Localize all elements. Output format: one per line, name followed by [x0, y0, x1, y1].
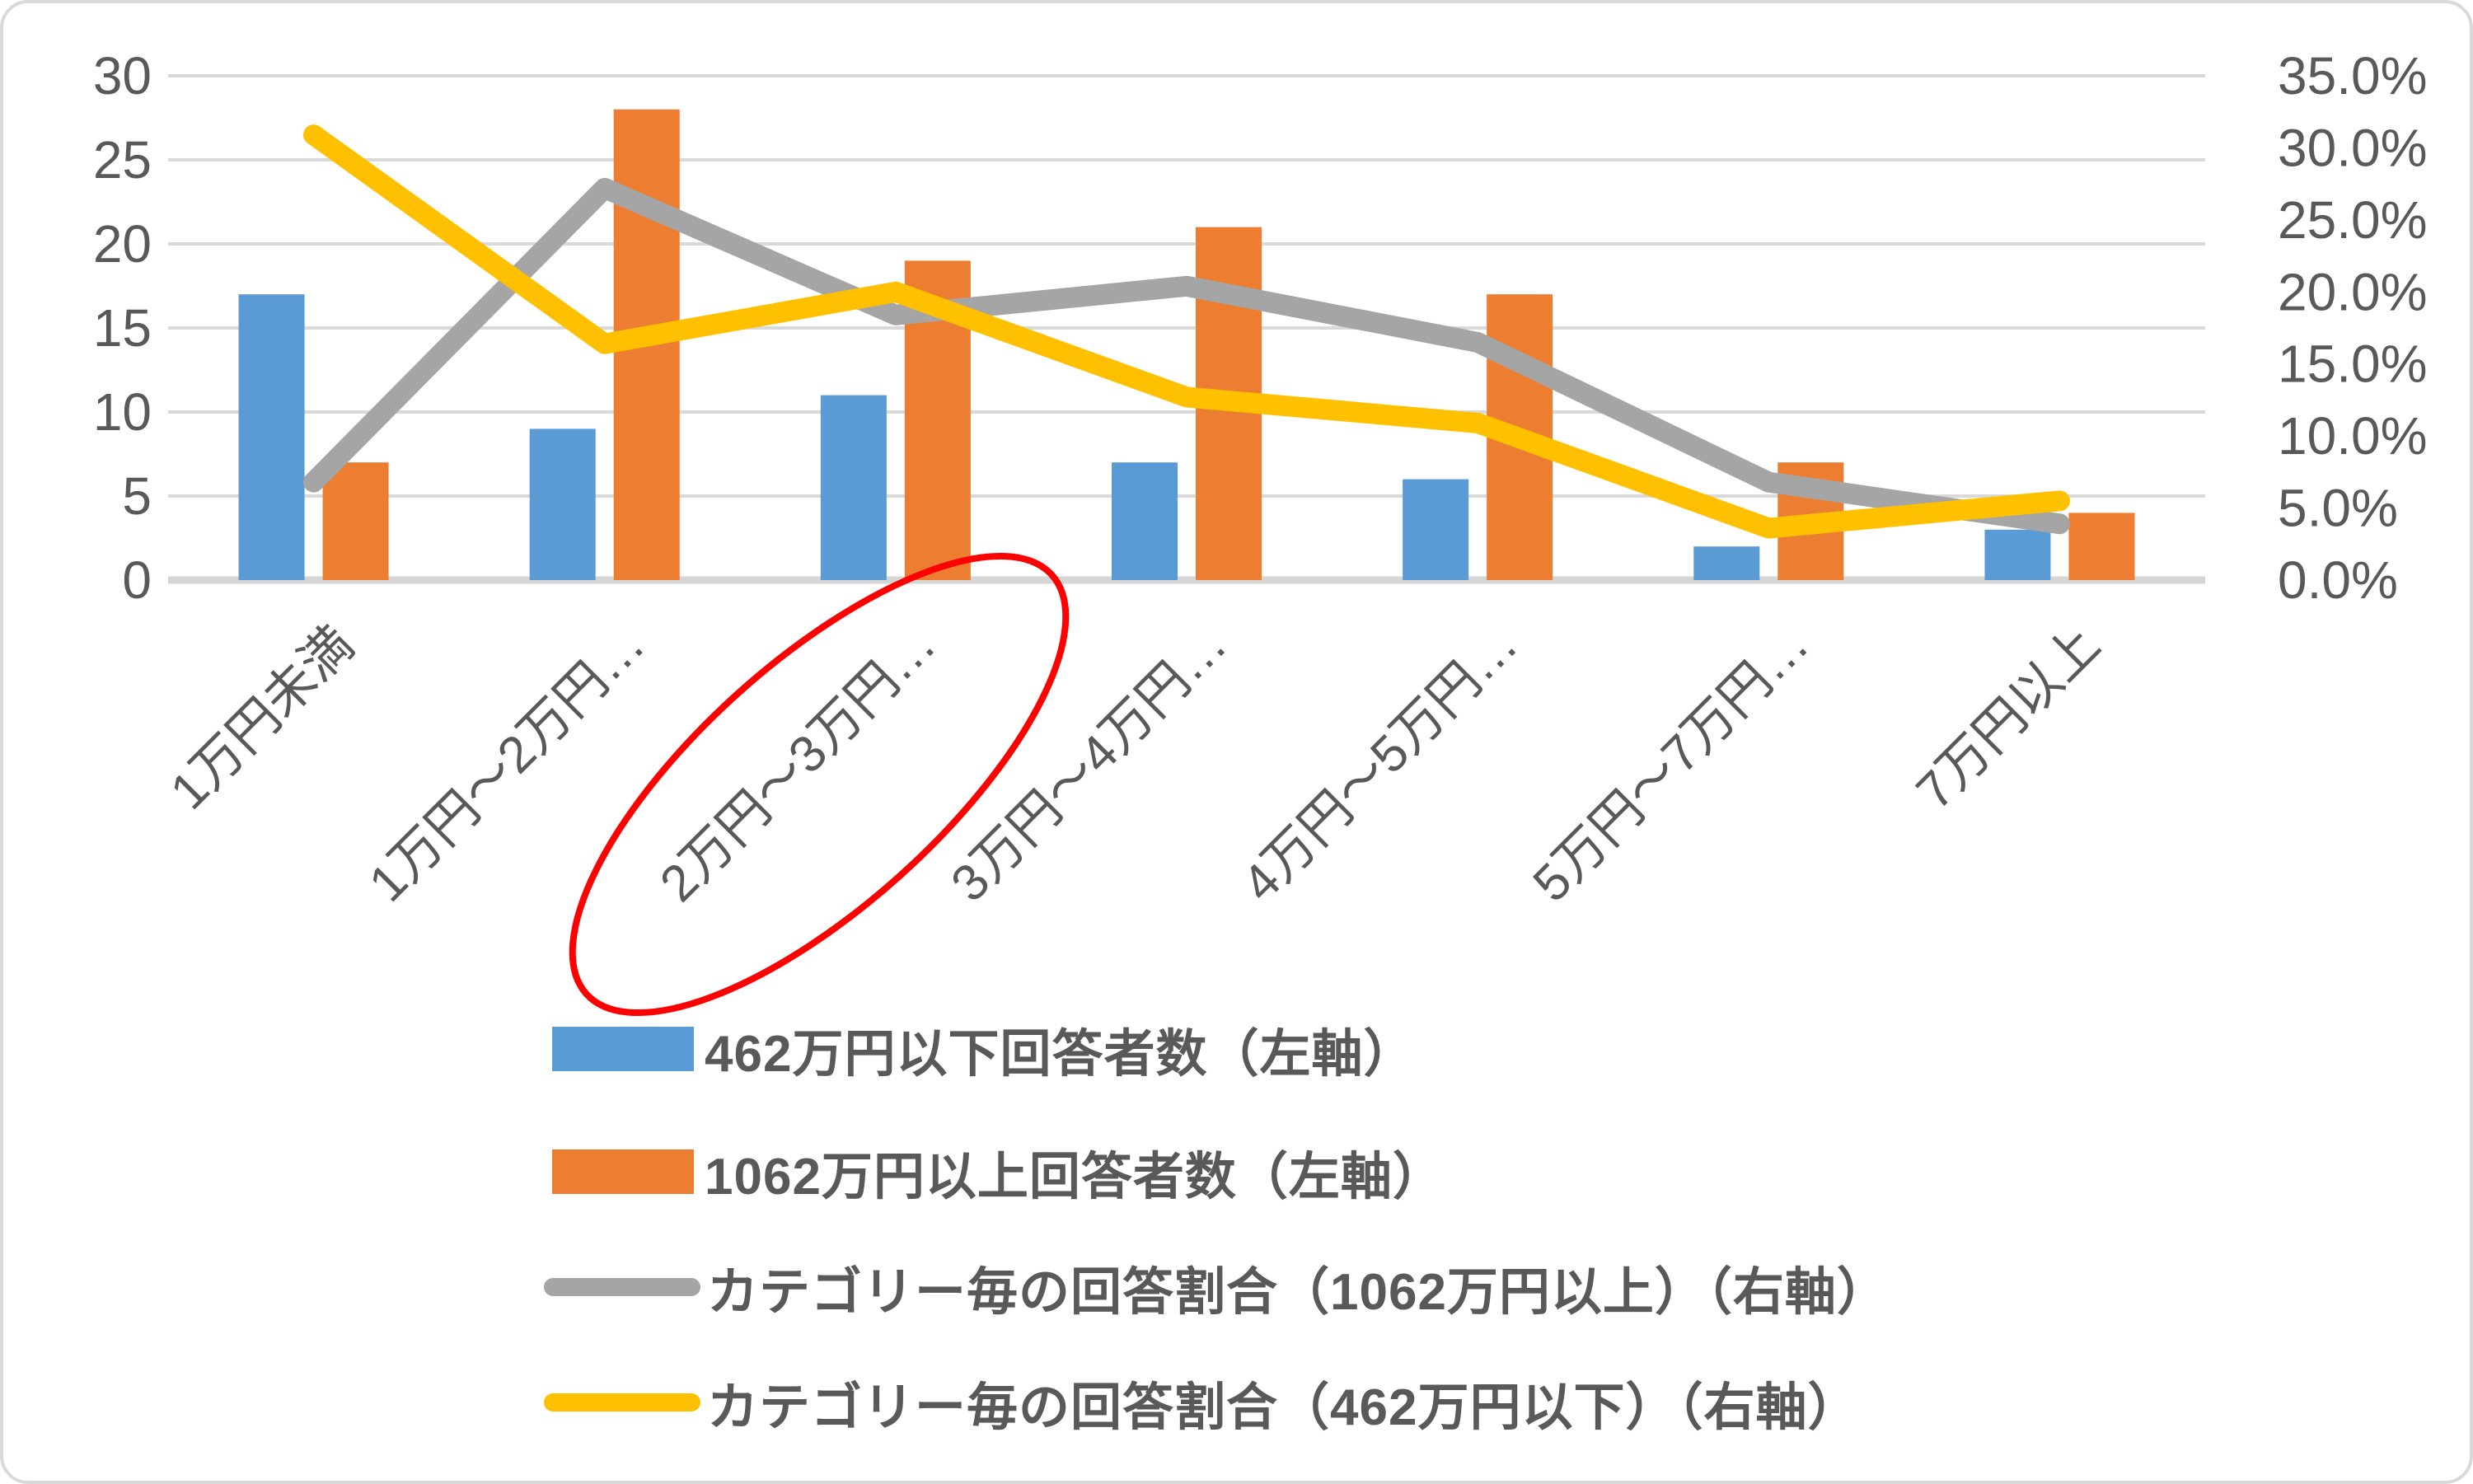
right-axis-tick-label: 20.0%	[2278, 262, 2427, 321]
left-axis-tick-label: 10	[93, 382, 152, 442]
left-axis-tick-label: 20	[93, 214, 152, 274]
line-ratio-1062-over	[303, 177, 2070, 535]
left-axis-tick-label: 30	[93, 46, 152, 105]
right-axis-tick-label: 30.0%	[2278, 118, 2427, 177]
right-axis-tick-label: 25.0%	[2278, 190, 2427, 250]
bar-462-under	[1693, 546, 1760, 580]
bar-1062-over	[2068, 513, 2135, 580]
x-axis-category-label: 7万円以上	[1906, 616, 2111, 821]
combo-chart-canvas: 0 5 10 15 20 25 30 0.0% 5.0% 10.0% 15.0% 20.0% 25.0%…	[93, 46, 2427, 1017]
bar-462-under	[1984, 529, 2051, 580]
left-axis-tick-label: 15	[93, 298, 152, 358]
left-axis-tick-label: 5	[122, 466, 152, 526]
right-axis-tick-label: 5.0%	[2278, 479, 2398, 538]
bar-462-under	[238, 294, 305, 580]
x-axis-category-label: 1万円未満	[160, 616, 365, 821]
right-axis-tick-label: 0.0%	[2278, 550, 2398, 610]
x-axis-category-label: 2万円～3万円…	[649, 616, 947, 913]
x-axis-category-label: 1万円～2万円…	[358, 616, 656, 913]
bar-1062-over	[322, 462, 389, 580]
x-axis-category-label: 4万円～5万円…	[1231, 616, 1529, 913]
bar-462-under	[529, 428, 596, 580]
right-axis-tick-label: 35.0%	[2278, 46, 2427, 105]
left-axis-tick-label: 0	[122, 550, 152, 610]
bar-462-under	[820, 395, 887, 580]
right-axis-tick-label: 10.0%	[2278, 406, 2427, 466]
bar-462-under	[1112, 462, 1178, 580]
line-ratio-462-under	[303, 124, 2070, 539]
annotation-ellipse	[569, 552, 1070, 1017]
x-axis-category-label: 5万円～7万円…	[1523, 616, 1820, 913]
bar-462-under	[1403, 479, 1469, 580]
x-axis-category-label: 3万円～4万円…	[940, 616, 1238, 913]
right-axis-tick-label: 15.0%	[2278, 335, 2427, 394]
left-axis-tick-label: 25	[93, 130, 152, 190]
